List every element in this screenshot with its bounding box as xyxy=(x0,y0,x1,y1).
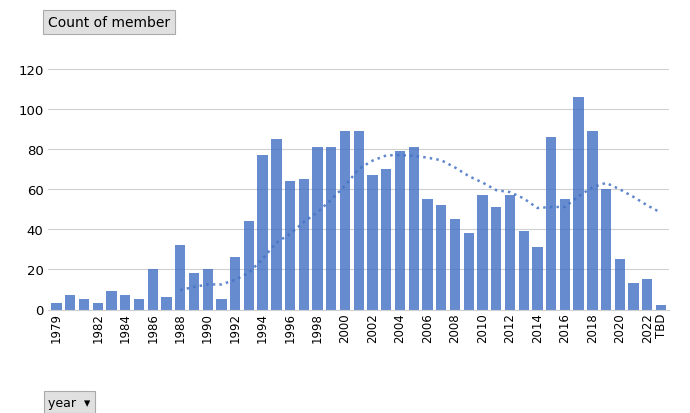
Bar xyxy=(313,147,323,310)
Bar xyxy=(230,258,240,310)
Bar xyxy=(395,152,405,310)
Bar xyxy=(505,196,515,310)
Bar xyxy=(299,180,309,310)
Bar xyxy=(560,199,570,310)
Bar xyxy=(587,132,598,310)
Bar xyxy=(354,132,364,310)
Bar xyxy=(161,298,172,310)
Bar xyxy=(615,260,625,310)
Bar xyxy=(203,270,213,310)
Bar xyxy=(422,199,433,310)
Bar xyxy=(340,132,351,310)
Bar xyxy=(120,296,130,310)
Bar xyxy=(257,156,268,310)
Bar xyxy=(491,208,502,310)
Bar xyxy=(92,304,103,310)
Bar xyxy=(65,296,75,310)
Text: year  ▾: year ▾ xyxy=(48,396,90,409)
Bar xyxy=(148,270,158,310)
Bar xyxy=(450,220,460,310)
Bar xyxy=(573,97,584,310)
Text: Count of member: Count of member xyxy=(48,16,170,30)
Bar xyxy=(51,304,61,310)
Bar xyxy=(408,147,419,310)
Bar xyxy=(656,306,667,310)
Bar xyxy=(106,292,117,310)
Bar xyxy=(546,138,556,310)
Bar xyxy=(464,234,474,310)
Bar xyxy=(436,206,446,310)
Bar xyxy=(477,196,488,310)
Bar xyxy=(216,300,226,310)
Bar xyxy=(175,246,186,310)
Bar xyxy=(271,140,282,310)
Bar xyxy=(285,182,295,310)
Bar xyxy=(532,248,542,310)
Bar xyxy=(381,170,391,310)
Bar xyxy=(642,280,653,310)
Bar xyxy=(518,232,529,310)
Bar xyxy=(79,300,89,310)
Bar xyxy=(326,147,337,310)
Bar xyxy=(601,190,611,310)
Bar xyxy=(629,284,639,310)
Bar xyxy=(134,300,144,310)
Bar xyxy=(189,274,199,310)
Bar xyxy=(244,222,254,310)
Bar xyxy=(367,176,377,310)
